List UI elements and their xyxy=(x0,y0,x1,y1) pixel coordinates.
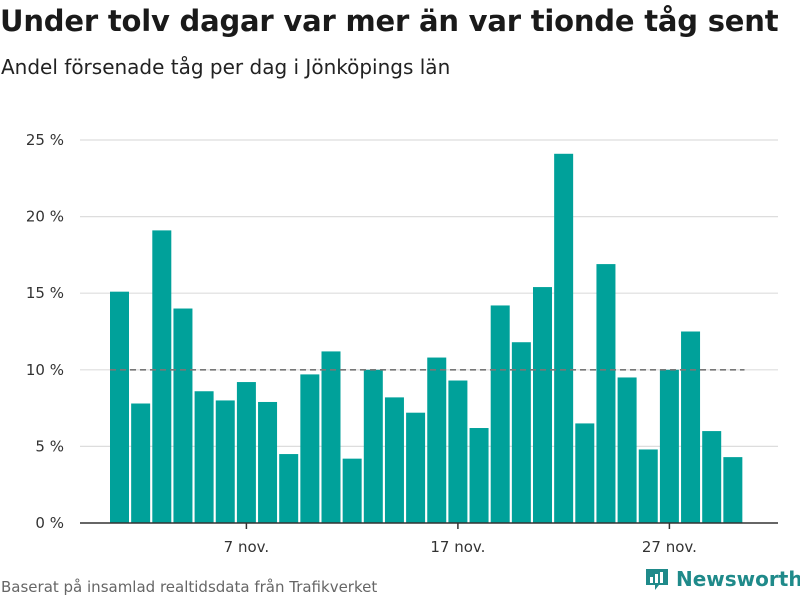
y-tick-label: 0 % xyxy=(35,514,64,532)
bar xyxy=(258,401,278,523)
bar xyxy=(215,400,235,523)
bar xyxy=(406,412,426,523)
y-tick-label: 10 % xyxy=(26,361,64,379)
bar xyxy=(173,308,193,523)
chart-title: Under tolv dagar var mer än var tionde t… xyxy=(0,4,779,38)
bar xyxy=(554,153,574,523)
brand-name: Newsworthy xyxy=(676,567,800,591)
y-tick-label: 25 % xyxy=(26,131,64,149)
x-tick-label: 7 nov. xyxy=(224,538,269,556)
source-note: Baserat på insamlad realtidsdata från Tr… xyxy=(1,578,378,596)
bar xyxy=(490,305,510,523)
bar xyxy=(131,403,151,523)
bar xyxy=(321,351,341,523)
bar xyxy=(363,369,383,523)
y-tick-label: 15 % xyxy=(26,284,64,302)
bar xyxy=(300,374,320,523)
bar xyxy=(194,391,214,523)
bar xyxy=(279,454,299,523)
chart-subtitle: Andel försenade tåg per dag i Jönköpings… xyxy=(1,55,451,79)
newsworthy-logo: Newsworthy xyxy=(644,566,800,592)
bar xyxy=(342,458,362,523)
bar xyxy=(469,428,489,523)
bar xyxy=(575,423,595,523)
bar xyxy=(596,264,616,523)
x-tick-label: 27 nov. xyxy=(642,538,697,556)
bar xyxy=(448,380,468,523)
y-tick-label: 5 % xyxy=(35,437,64,455)
bar xyxy=(702,431,722,523)
chart-bubble-icon xyxy=(646,569,668,590)
bar xyxy=(384,397,404,523)
bar xyxy=(638,449,658,523)
bar xyxy=(427,357,447,523)
bar xyxy=(723,457,743,523)
x-tick-label: 17 nov. xyxy=(430,538,485,556)
bar xyxy=(110,291,129,523)
bar xyxy=(152,230,172,523)
bar xyxy=(236,382,256,523)
bar xyxy=(533,287,552,523)
bar xyxy=(617,377,637,523)
y-tick-label: 20 % xyxy=(26,208,64,226)
bar xyxy=(681,331,701,523)
bar xyxy=(659,369,679,523)
bar xyxy=(511,342,531,523)
